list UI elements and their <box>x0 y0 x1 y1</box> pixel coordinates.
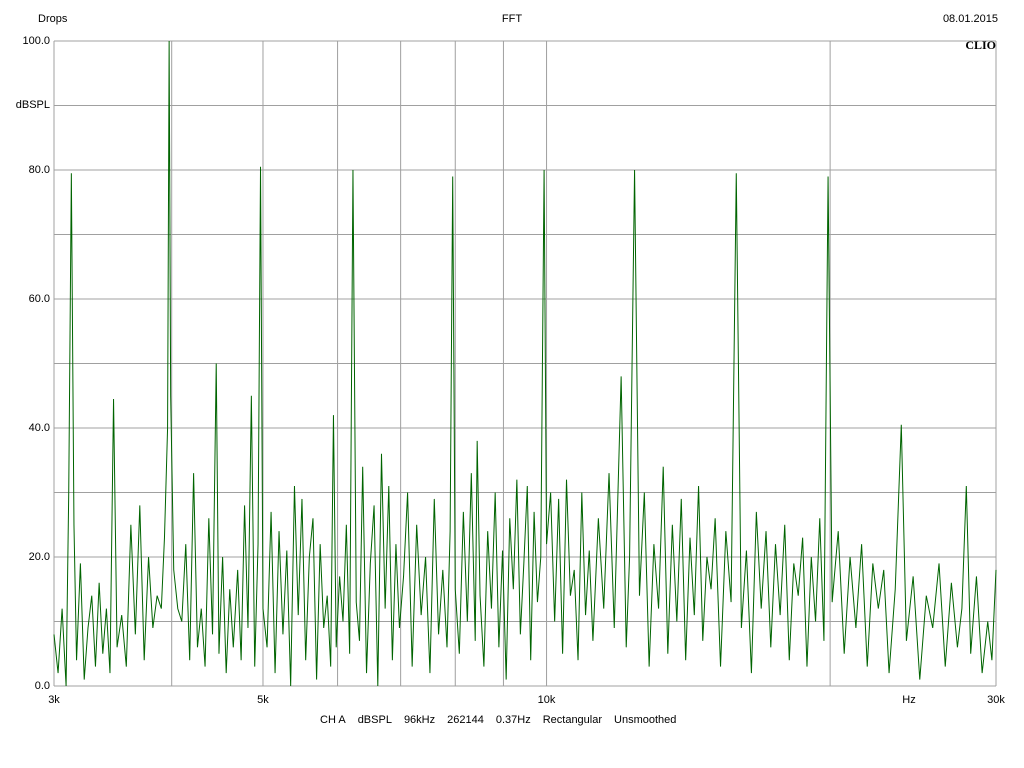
date: 08.01.2015 <box>943 13 998 25</box>
status-item: CH A <box>320 714 346 726</box>
status-item: Rectangular <box>543 714 603 726</box>
status-item: dBSPL <box>358 714 392 726</box>
logo: CLIO <box>965 38 996 52</box>
y-tick-label: 0.0 <box>35 680 50 692</box>
y-tick-label: 60.0 <box>29 293 50 305</box>
y-tick-label: 100.0 <box>22 35 50 47</box>
x-tick-label: 30k <box>987 694 1005 706</box>
y-axis-label: dBSPL <box>16 99 50 111</box>
status-bar: CH A dBSPL 96kHz 262144 0.37Hz Rectangular Uns… <box>320 714 676 726</box>
status-item: 96kHz <box>404 714 435 726</box>
x-tick-label: 5k <box>257 694 269 706</box>
x-tick-label: 3k <box>48 694 60 706</box>
y-tick-label: 80.0 <box>29 164 50 176</box>
chart-title: FFT <box>502 13 522 25</box>
status-item: 0.37Hz <box>496 714 531 726</box>
spectrum-line <box>53 40 997 687</box>
measurement-name: Drops <box>38 13 68 25</box>
y-tick-label: 40.0 <box>29 422 50 434</box>
x-axis-label: Hz <box>902 694 915 706</box>
x-tick-label: 10k <box>538 694 556 706</box>
status-item: Unsmoothed <box>614 714 676 726</box>
status-item: 262144 <box>447 714 484 726</box>
y-tick-label: 20.0 <box>29 551 50 563</box>
